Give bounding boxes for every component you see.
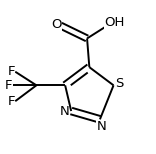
Text: O: O	[52, 18, 62, 31]
Text: F: F	[4, 79, 12, 92]
Text: N: N	[60, 105, 69, 118]
Text: F: F	[8, 95, 15, 108]
Text: OH: OH	[104, 16, 124, 29]
Text: S: S	[115, 77, 123, 90]
Text: F: F	[8, 65, 15, 78]
Text: N: N	[96, 120, 106, 133]
